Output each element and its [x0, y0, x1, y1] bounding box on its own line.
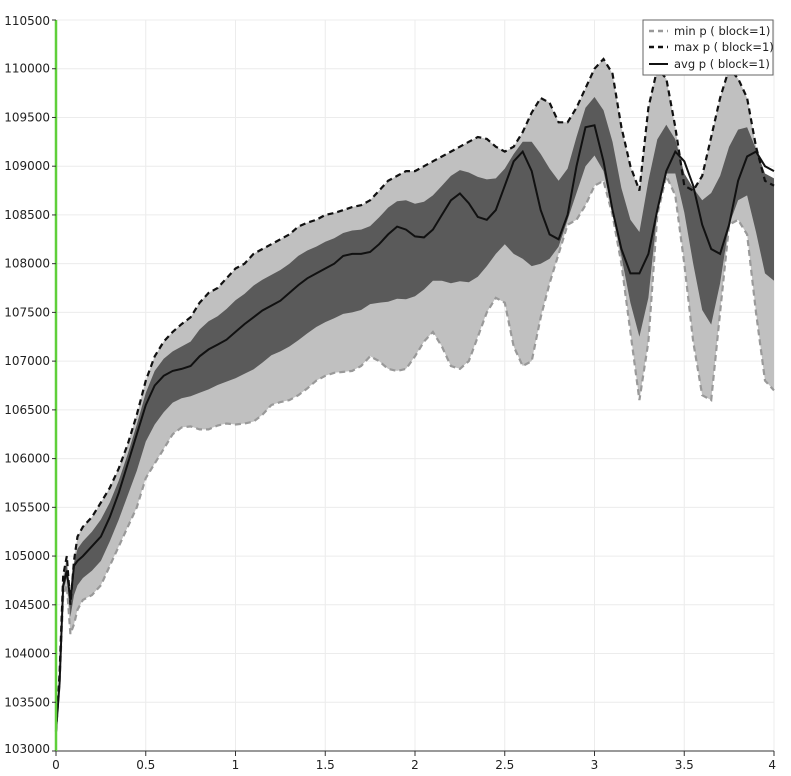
y-tick-label: 110500 [4, 14, 50, 28]
series-avg-line [55, 124, 775, 732]
legend: min p ( block=1) max p ( block=1) avg p … [642, 19, 774, 76]
y-tick-label: 105500 [4, 500, 50, 514]
y-tick-label: 109000 [4, 159, 50, 173]
y-tick-label: 110000 [4, 62, 50, 76]
series-min-line [54, 172, 775, 732]
x-tick-label: 0 [52, 758, 60, 772]
legend-item-min: min p ( block=1) [674, 24, 770, 38]
series-max-line [54, 57, 775, 732]
y-tick-label: 107000 [4, 354, 50, 368]
y-tick-label: 107500 [4, 305, 50, 319]
x-tick-label: 2.5 [495, 758, 514, 772]
y-axis-ticks: 103000 103500 104000 104500 105000 105500 1060… [4, 14, 56, 756]
x-tick-label: 3 [591, 758, 599, 772]
y-tick-label: 105000 [4, 549, 50, 563]
y-tick-label: 104500 [4, 598, 50, 612]
band-inner [56, 97, 774, 732]
y-tick-label: 108000 [4, 257, 50, 271]
y-tick-label: 103500 [4, 695, 50, 709]
band-min-max [56, 59, 774, 732]
x-tick-label: 1 [232, 758, 240, 772]
y-tick-label: 104000 [4, 647, 50, 661]
y-tick-label: 106500 [4, 403, 50, 417]
y-tick-label: 106000 [4, 452, 50, 466]
bands [56, 59, 774, 732]
x-axis-ticks: 0 0.5 1 1.5 2 2.5 3 3.5 4 [52, 751, 776, 772]
series-lines [54, 57, 775, 732]
y-tick-label: 108500 [4, 208, 50, 222]
legend-item-max: max p ( block=1) [674, 40, 774, 54]
x-tick-label: 4 [768, 758, 776, 772]
legend-box [642, 19, 774, 76]
x-tick-label: 1.5 [316, 758, 335, 772]
x-tick-label: 2 [411, 758, 419, 772]
x-tick-label: 3.5 [675, 758, 694, 772]
y-tick-label: 109500 [4, 110, 50, 124]
y-tick-label: 103000 [4, 742, 50, 756]
x-tick-label: 0.5 [136, 758, 155, 772]
legend-item-avg: avg p ( block=1) [674, 57, 770, 71]
